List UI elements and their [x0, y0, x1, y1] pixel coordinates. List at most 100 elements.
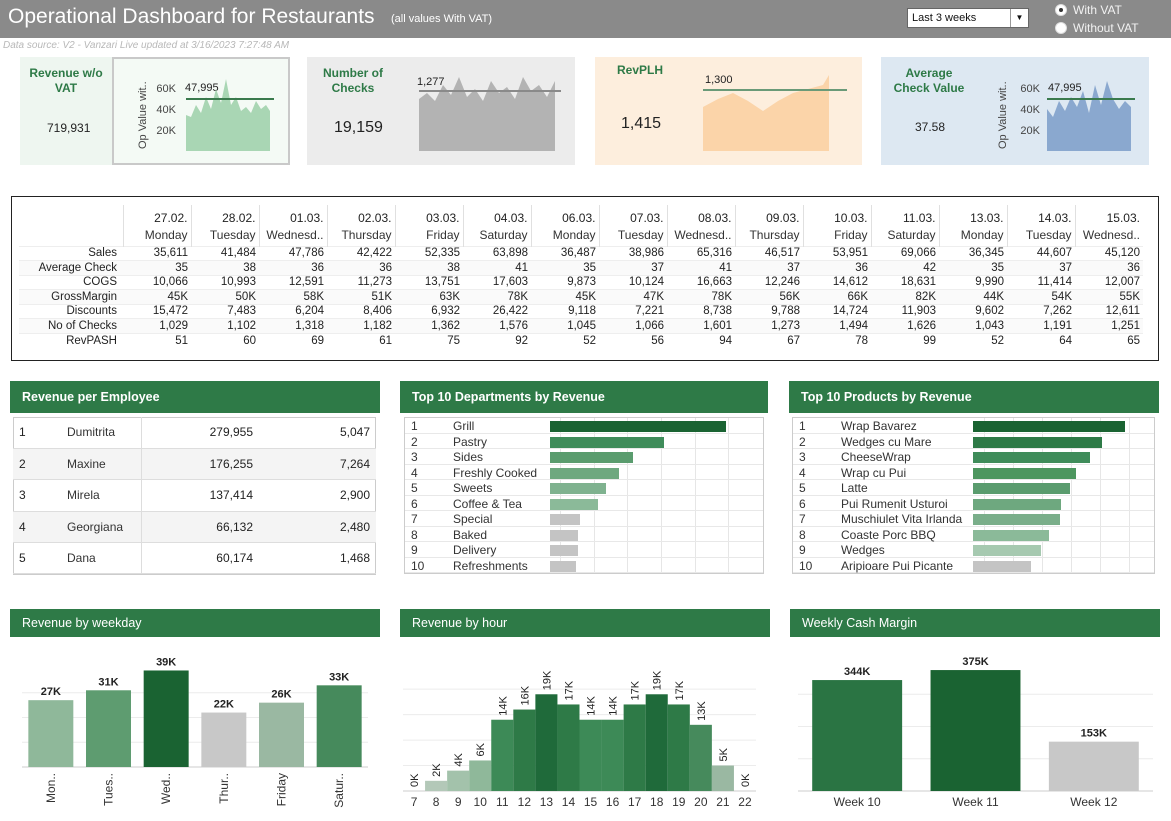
table-cell: 37 [599, 260, 667, 275]
list-item[interactable]: 4 Wrap cu Pui [793, 465, 1154, 480]
list-item[interactable]: 6 Coffee & Tea [405, 496, 763, 511]
list-item[interactable]: 4 Freshly Cooked [405, 465, 763, 480]
category-label: 17 [628, 795, 642, 809]
list-item[interactable]: 1 Wrap Bavarez [793, 418, 1154, 434]
item-name: Wrap cu Pui [841, 465, 907, 480]
vat-option-without[interactable]: Without VAT [1055, 21, 1139, 37]
category-label: 14 [562, 795, 576, 809]
table-cell: 67 [735, 332, 803, 348]
table-cell: 92 [463, 332, 531, 348]
list-item[interactable]: 8 Coaste Porc BBQ [793, 527, 1154, 542]
table-row[interactable]: 4 Georgiana 66,132 2,480 [13, 511, 376, 544]
list-item[interactable]: 5 Latte [793, 480, 1154, 496]
vat-option-with[interactable]: With VAT [1055, 3, 1122, 19]
chevron-down-icon[interactable]: ▼ [1010, 9, 1028, 27]
section-header-weekday: Revenue by weekday [10, 609, 380, 637]
list-item[interactable]: 9 Wedges [793, 542, 1154, 558]
grid-line [594, 418, 595, 573]
table-cell: 64 [1007, 332, 1075, 348]
kpi-card-avg-check[interactable]: Average Check Value 37.58 Op Value wit..… [881, 57, 1149, 165]
table-cell: 12,246 [735, 274, 803, 290]
table-cell: 36 [1075, 260, 1143, 275]
list-item[interactable]: 7 Special [405, 511, 763, 527]
row-label: GrossMargin [19, 289, 123, 304]
table-row[interactable]: 5 Dana 60,174 1,468 [13, 542, 376, 575]
list-item[interactable]: 3 CheeseWrap [793, 449, 1154, 465]
list-item[interactable]: 9 Delivery [405, 542, 763, 558]
data-label: 19K [541, 670, 553, 690]
date-header: 03.03. [394, 205, 463, 225]
list-item[interactable]: 8 Baked [405, 527, 763, 542]
data-label: 6K [475, 742, 487, 756]
radio-unselected-icon[interactable] [1055, 22, 1067, 34]
table-cell: 12,591 [259, 274, 327, 290]
table-row[interactable]: 3 Mirela 137,414 2,900 [13, 479, 376, 512]
table-cell: 61 [327, 332, 395, 348]
table-cell: 11,273 [327, 274, 395, 290]
kpi-card-checks[interactable]: Number of Checks 19,159 1,277 [307, 57, 575, 165]
kpi-sparkline-avg-check [1047, 81, 1135, 151]
row-label: Average Check [19, 260, 123, 275]
table-cell: 46,517 [735, 245, 803, 261]
table-cell: 38,986 [599, 245, 667, 261]
item-bar [973, 436, 1103, 448]
list-item[interactable]: 10 Refreshments [405, 558, 763, 573]
employee-revenue: 66,132 [141, 511, 259, 544]
item-bar [973, 560, 1031, 572]
list-item[interactable]: 2 Wedges cu Mare [793, 434, 1154, 449]
item-bar [550, 452, 633, 463]
table-row: RevPASH 51 60 69 61 75 92 52 56 94 67 78 99 52 64 65 [19, 332, 1143, 348]
period-dropdown-value: Last 3 weeks [912, 12, 977, 24]
y-axis-ticks: 60K 40K 20K [148, 79, 176, 142]
day-header: Wednesd.. [666, 225, 735, 246]
table-cell: 54K [1007, 289, 1075, 304]
chart-weekly-cash-margin: 344K Week 10 375K Week 11 153K Week 12 [798, 656, 1153, 809]
period-dropdown[interactable]: Last 3 weeks ▼ [907, 8, 1029, 28]
vat-option-label: With VAT [1073, 3, 1122, 17]
list-item[interactable]: 1 Grill [405, 418, 763, 434]
date-header: 10.03. [802, 205, 871, 225]
table-row[interactable]: 2 Maxine 176,255 7,264 [13, 448, 376, 481]
table-cell: 12,007 [1075, 274, 1143, 290]
table-cell: 56K [735, 289, 803, 304]
item-name: Pui Rumenit Usturoi [841, 496, 948, 511]
item-bar [550, 514, 580, 525]
item-bar [550, 545, 579, 556]
list-item[interactable]: 2 Pastry [405, 434, 763, 449]
list-item[interactable]: 5 Sweets [405, 480, 763, 496]
category-label: 18 [650, 795, 664, 809]
table-cell: 69 [259, 332, 327, 348]
table-cell: 36,487 [531, 245, 599, 261]
table-cell: 47,786 [259, 245, 327, 261]
category-label: 16 [606, 795, 620, 809]
list-item[interactable]: 7 Muschiulet Vita Irlanda [793, 511, 1154, 527]
item-rank: 1 [411, 419, 418, 433]
table-cell: 1,318 [259, 318, 327, 333]
data-label: 17K [630, 680, 642, 700]
item-rank: 3 [411, 450, 418, 464]
table-row[interactable]: 1 Dumitrita 279,955 5,047 [13, 417, 376, 449]
item-bar [550, 498, 598, 510]
date-header: 11.03. [870, 205, 939, 225]
list-item[interactable]: 10 Aripioare Pui Picante [793, 558, 1154, 573]
data-label: 27K [41, 686, 61, 698]
kpi-reference-label: 47,995 [185, 82, 219, 94]
radio-selected-icon[interactable] [1055, 4, 1067, 16]
kpi-reference-label: 1,277 [417, 76, 445, 88]
table-cell: 16,663 [667, 274, 735, 290]
kpi-reference-label: 1,300 [705, 74, 733, 86]
list-item[interactable]: 3 Sides [405, 449, 763, 465]
table-cell: 99 [871, 332, 939, 348]
table-cell: 53,951 [803, 245, 871, 261]
day-header-row: Monday Tuesday Wednesd.. Thursday Friday Satu… [19, 225, 1143, 246]
day-header: Thursday [326, 225, 395, 246]
bar-Friday [259, 702, 304, 767]
kpi-card-revenue[interactable]: Revenue w/o VAT 719,931 Op Value wit.. 6… [20, 57, 290, 165]
kpi-card-revplh[interactable]: RevPLH 1,415 1,300 [595, 57, 862, 165]
list-item[interactable]: 6 Pui Rumenit Usturoi [793, 496, 1154, 511]
kpi-label: Revenue w/o VAT [29, 66, 103, 95]
table-cell: 35 [531, 260, 599, 275]
table-cell: 18,631 [871, 274, 939, 290]
category-label: Week 11 [952, 795, 999, 809]
grid-line [984, 418, 985, 573]
